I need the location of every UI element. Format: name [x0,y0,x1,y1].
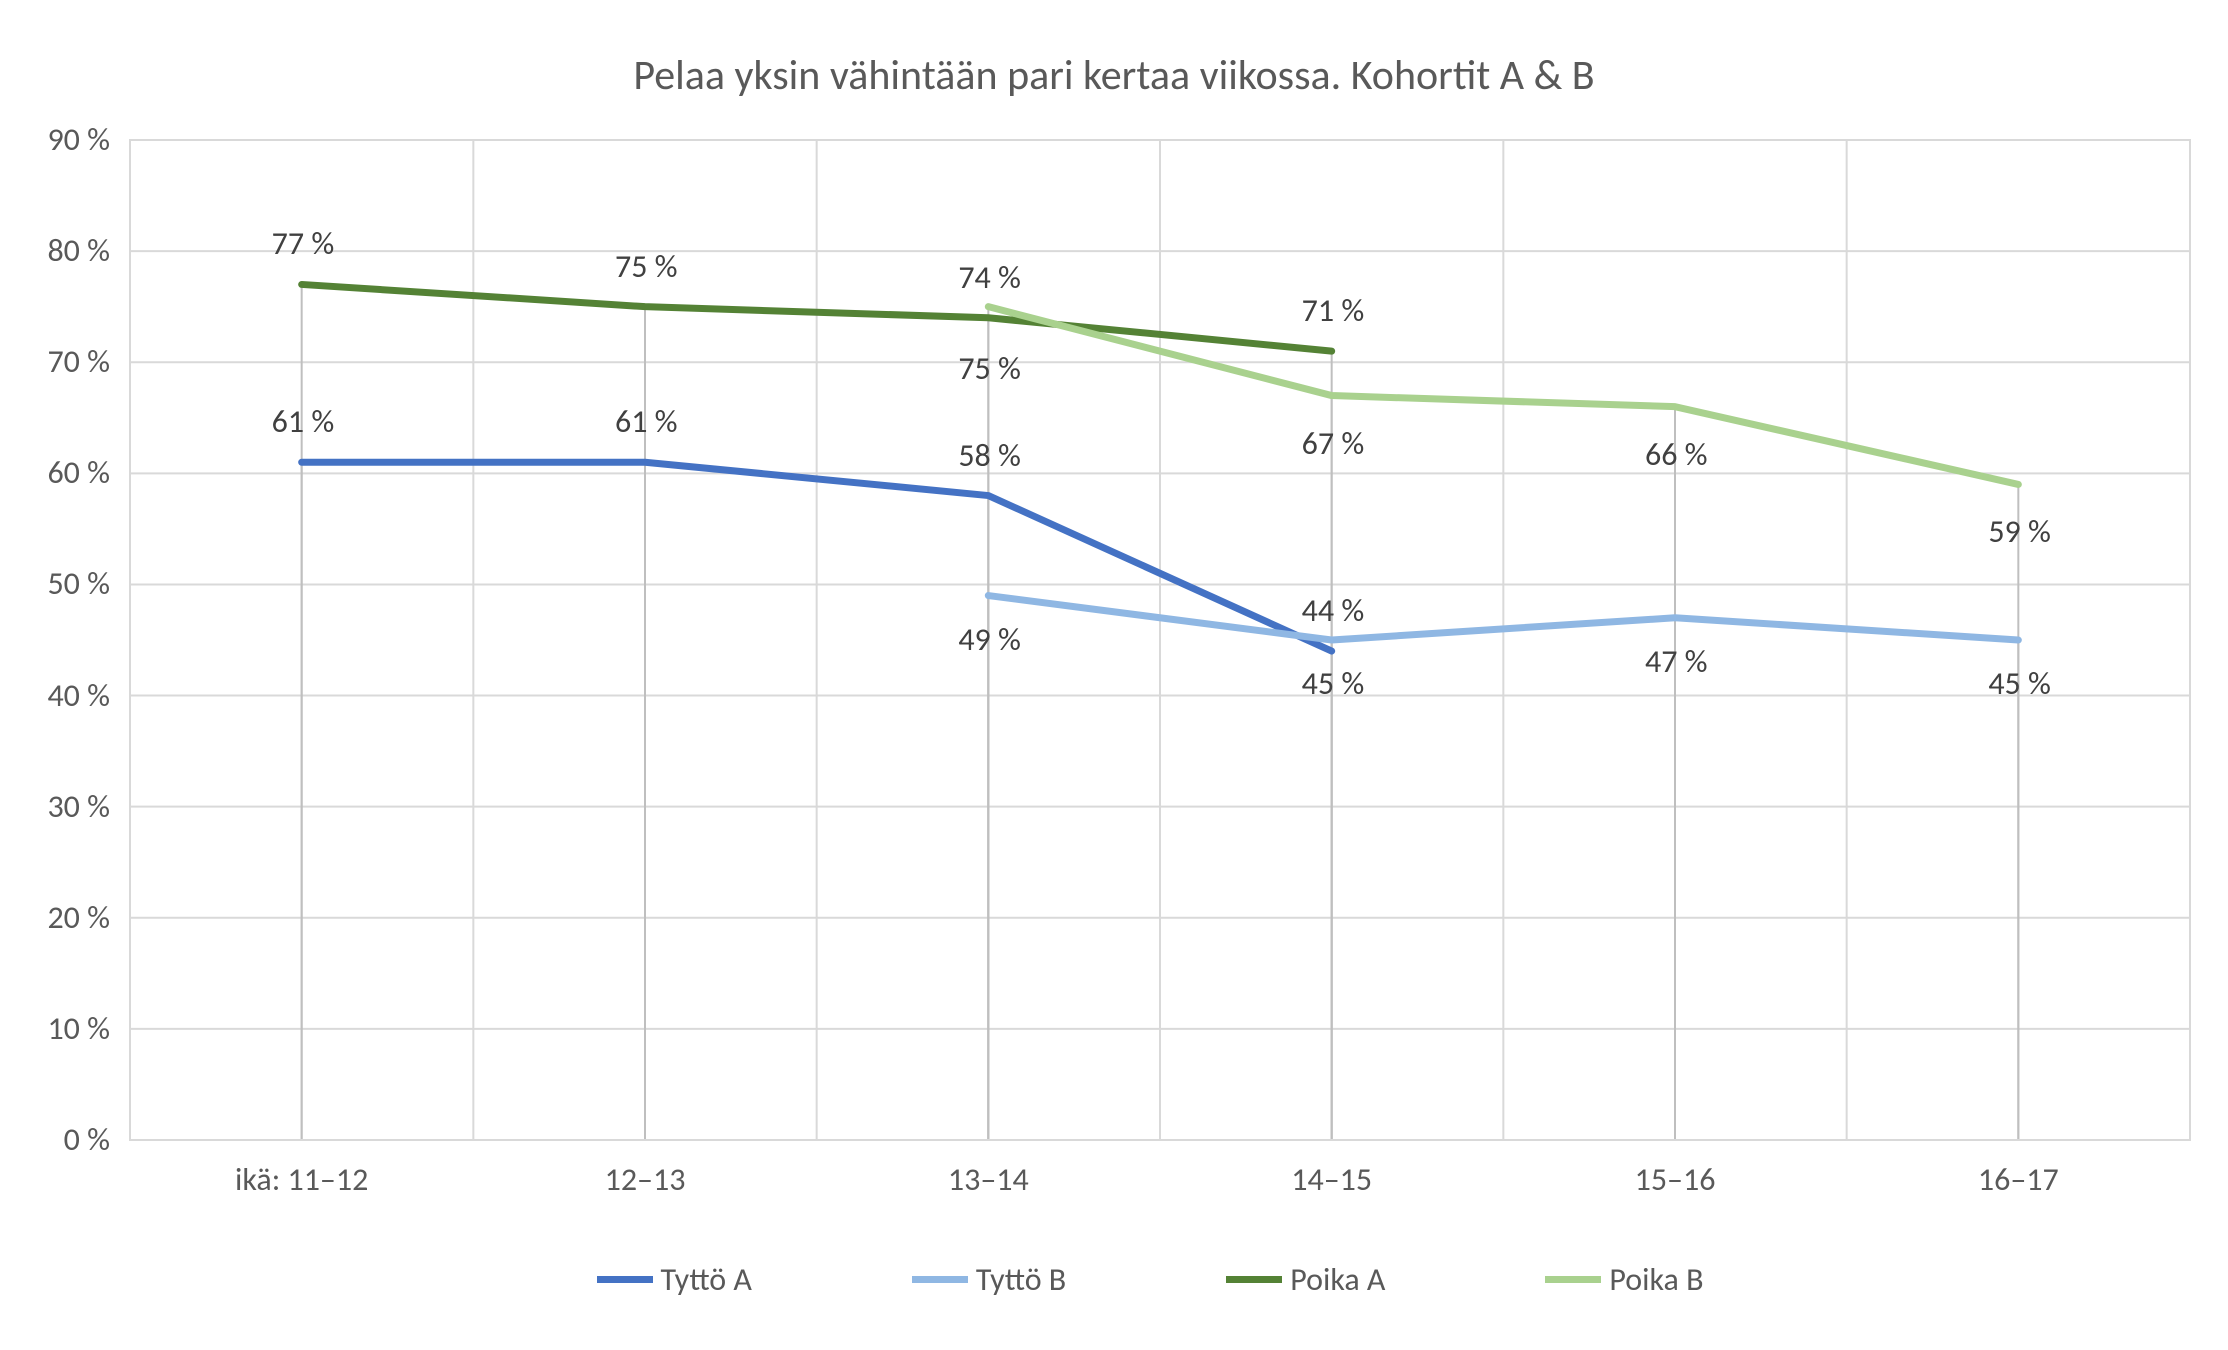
legend-item: Poika A [1226,1260,1385,1299]
legend-swatch [912,1276,968,1283]
y-tick-label: 10 % [0,1009,110,1048]
data-label: 61 % [272,402,335,441]
y-tick-label: 20 % [0,898,110,937]
data-label: 44 % [1302,591,1365,630]
data-label: 45 % [1988,664,2051,703]
data-label: 58 % [958,436,1021,475]
legend-item: Tyttö A [597,1260,752,1299]
x-tick-label: ikä: 11–12 [152,1160,452,1199]
x-tick-label: 12–13 [495,1160,795,1199]
legend-label: Poika A [1290,1260,1385,1299]
legend-swatch [1545,1276,1601,1283]
y-tick-label: 30 % [0,787,110,826]
legend-item: Poika B [1545,1260,1703,1299]
data-label: 49 % [958,620,1021,659]
legend-label: Tyttö B [976,1260,1066,1299]
data-label: 77 % [272,224,335,263]
chart-container: Pelaa yksin vähintään pari kertaa viikos… [0,0,2228,1350]
y-tick-label: 50 % [0,564,110,603]
x-tick-label: 14–15 [1182,1160,1482,1199]
data-label: 61 % [615,402,678,441]
chart-svg [0,0,2228,1350]
legend-label: Tyttö A [661,1260,752,1299]
data-label: 74 % [958,258,1021,297]
y-tick-label: 40 % [0,676,110,715]
x-tick-label: 13–14 [838,1160,1138,1199]
y-tick-label: 80 % [0,231,110,270]
y-tick-label: 60 % [0,453,110,492]
y-tick-label: 70 % [0,342,110,381]
legend-item: Tyttö B [912,1260,1066,1299]
data-label: 71 % [1302,291,1365,330]
legend-swatch [597,1276,653,1283]
data-label: 45 % [1302,664,1365,703]
data-label: 66 % [1645,435,1708,474]
y-tick-label: 0 % [0,1120,110,1159]
data-label: 75 % [615,247,678,286]
legend-swatch [1226,1276,1282,1283]
data-label: 67 % [1302,424,1365,463]
x-tick-label: 16–17 [1868,1160,2168,1199]
x-tick-label: 15–16 [1525,1160,1825,1199]
data-label: 47 % [1645,642,1708,681]
data-label: 59 % [1988,512,2051,551]
legend: Tyttö A Tyttö B Poika A Poika B [300,1260,2000,1299]
y-tick-label: 90 % [0,120,110,159]
legend-label: Poika B [1609,1260,1703,1299]
data-label: 75 % [958,349,1021,388]
